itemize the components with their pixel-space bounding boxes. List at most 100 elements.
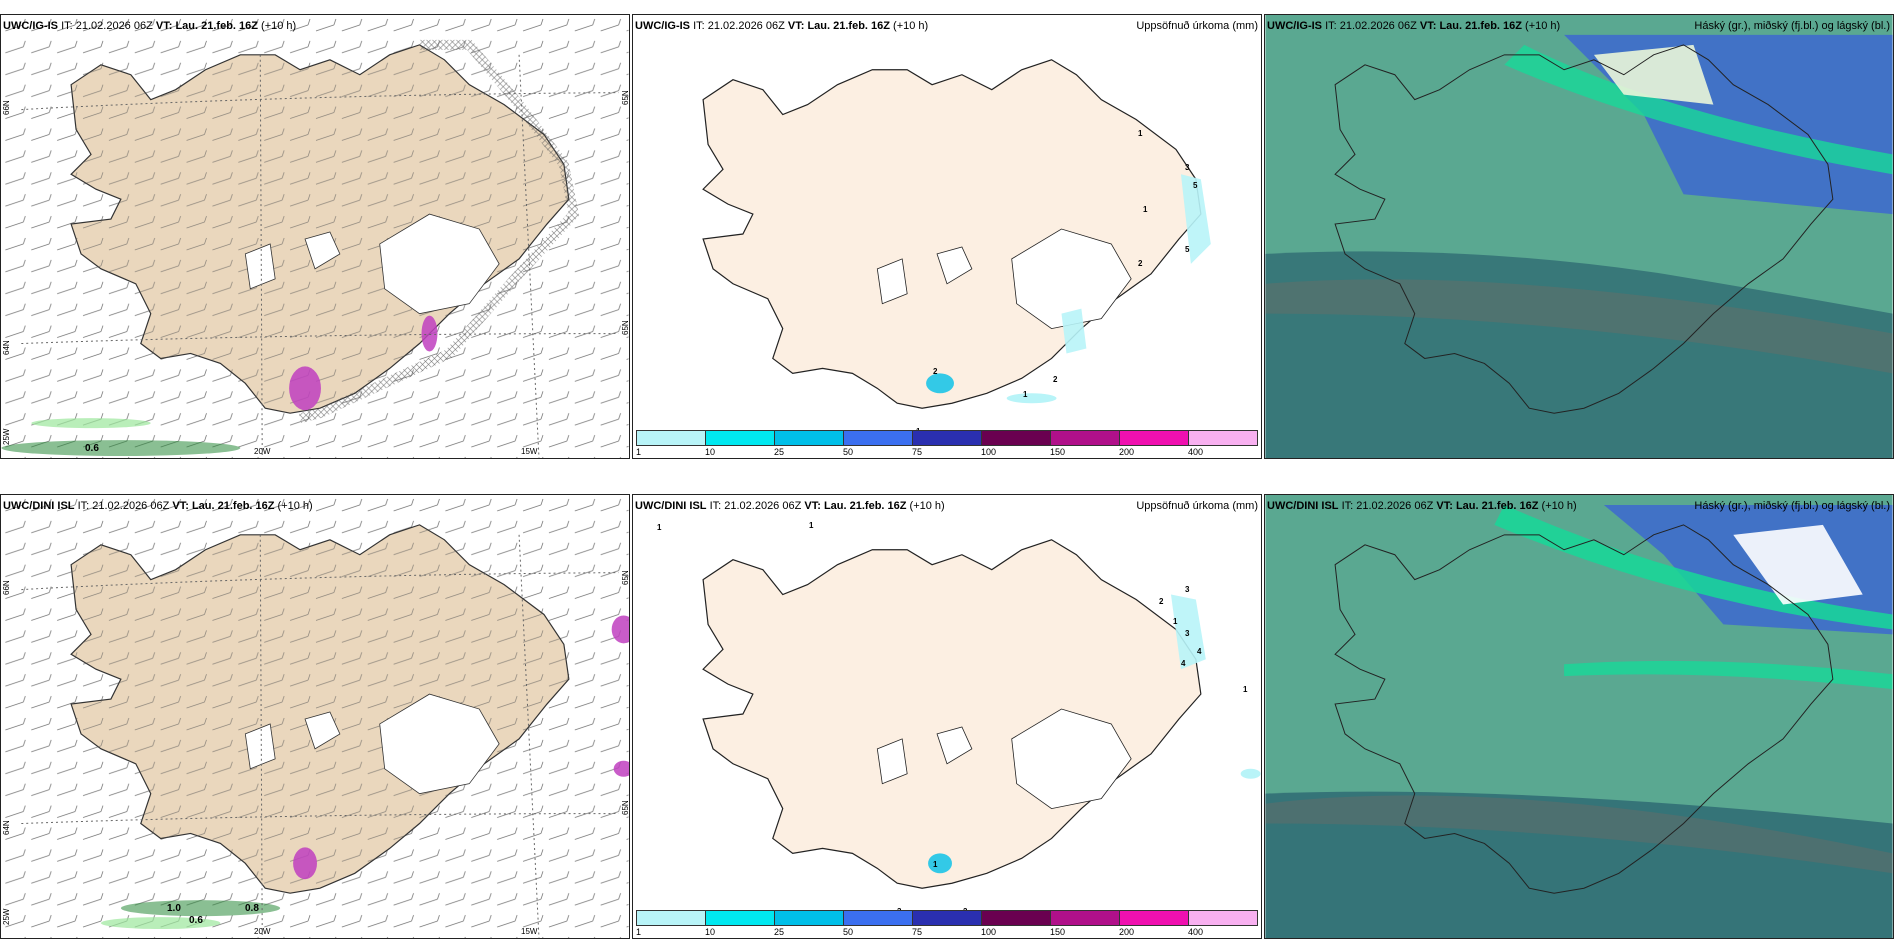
map-panel-dini-wind: UWC/DINI ISL IT: 21.02.2026 06Z VT: Lau.… [0,494,630,939]
model-name: UWC/DINI ISL [635,500,707,512]
lon-label: 20W [254,927,271,936]
lead-time: (+10 h) [261,20,297,32]
colorbar-swatch [843,910,913,926]
colorbar-swatch [1050,910,1120,926]
colorbar-swatch [636,430,706,446]
precip-label: 2 [933,367,938,376]
colorbar-swatch [981,910,1051,926]
panel-header: UWC/IG-IS IT: 21.02.2026 06Z VT: Lau. 21… [1265,15,1893,37]
colorbar-swatch [774,430,844,446]
vt-label: VT: [804,500,821,512]
lat-label: 25W [2,428,11,445]
precip-label: 1 [1143,205,1148,214]
colorbar-label: 10 [705,927,716,937]
precip-label: 4 [1197,647,1202,656]
valid-time: Lau. 21.feb. 16Z [1455,500,1539,512]
valid-time: Lau. 21.feb. 16Z [1439,20,1522,32]
precip-label: 1 [1243,685,1248,694]
lat-label: 65N [621,800,630,815]
it-label: IT: [1325,20,1337,32]
lat-label: 66N [2,100,11,115]
colorbar-swatch [912,910,982,926]
model-name: UWC/IG-IS [1267,20,1322,32]
precip-label: 2 [1053,375,1058,384]
colorbar-label: 10 [705,447,716,457]
panel-header: UWC/IG-IS IT: 21.02.2026 06Z VT: Lau. 21… [1,15,629,37]
colorbar-label: 75 [912,447,923,457]
it-label: IT: [61,20,73,32]
colorbar-label: 150 [1050,447,1066,457]
valid-time: Lau. 21.feb. 16Z [807,20,890,32]
colorbar-label: 200 [1119,447,1135,457]
colorbar-label: 25 [774,927,785,937]
wind-map [1,495,629,938]
init-time: 21.02.2026 06Z [1356,500,1434,512]
map-panel-igis-precip: UWC/IG-IS IT: 21.02.2026 06Z VT: Lau. 21… [632,14,1262,459]
lat-label: 64N [2,340,11,355]
contour-label: 1.0 [167,903,181,914]
valid-time: Lau. 21.feb. 16Z [823,500,907,512]
cloud-map [1265,495,1893,938]
colorbar-label: 100 [981,927,997,937]
precip-label: 1 [933,860,938,869]
contour-label: 0.6 [85,443,99,454]
field-title: Uppsöfnuð úrkoma (mm) [1136,20,1258,32]
vt-label: VT: [787,20,805,32]
lead-time: (+10 h) [1541,500,1577,512]
vt-label: VT: [1419,20,1437,32]
colorbar-swatch [705,910,775,926]
field-title: Uppsöfnuð úrkoma (mm) [1136,500,1258,512]
vt-label: VT: [1436,500,1453,512]
it-label: IT: [709,500,722,512]
lon-label: 15W [521,447,538,456]
map-panel-igis-clouds: UWC/IG-IS IT: 21.02.2026 06Z VT: Lau. 21… [1264,14,1894,459]
init-time: 21.02.2026 06Z [92,500,170,512]
lead-time: (+10 h) [1525,20,1561,32]
panel-header: UWC/DINI ISL IT: 21.02.2026 06Z VT: Lau.… [633,495,1261,517]
precip-label: 3 [1185,163,1190,172]
lat-label: 64N [2,820,11,835]
precip-label: 1 [1173,617,1178,626]
precip-map [702,539,1261,889]
map-panel-igis-wind: UWC/IG-IS IT: 21.02.2026 06Z VT: Lau. 21… [0,14,630,459]
precip-label: 4 [1181,659,1186,668]
colorbar-label: 1 [636,447,642,457]
panel-header: UWC/DINI ISL IT: 21.02.2026 06Z VT: Lau.… [1265,495,1893,517]
map-panel-dini-precip: UWC/DINI ISL IT: 21.02.2026 06Z VT: Lau.… [632,494,1262,939]
colorbar-swatch [1188,910,1258,926]
colorbar-label: 400 [1188,447,1204,457]
colorbar-label: 400 [1188,927,1204,937]
lat-label: 65N [621,90,630,105]
model-name: UWC/IG-IS [635,20,690,32]
colorbar: 1 10 25 50 75 100 150 200 400 [636,910,1258,937]
precip-label: 5 [1185,245,1190,254]
it-label: IT: [1341,500,1354,512]
colorbar-swatch [1188,430,1258,446]
init-time: 21.02.2026 06Z [1339,20,1417,32]
vt-label: VT: [172,500,189,512]
colorbar-label: 75 [912,927,923,937]
precip-label: 1 [809,521,814,530]
precip-label: 5 [1193,181,1198,190]
lat-label: 25W [2,908,11,925]
vt-label: VT: [155,20,173,32]
panel-header: UWC/DINI ISL IT: 21.02.2026 06Z VT: Lau.… [1,495,629,517]
model-name: UWC/IG-IS [3,20,58,32]
colorbar-swatch [705,430,775,446]
init-time: 21.02.2026 06Z [724,500,802,512]
colorbar-swatch [843,430,913,446]
colorbar-label: 150 [1050,927,1066,937]
lat-label: 65N [621,320,630,335]
valid-time: Lau. 21.feb. 16Z [191,500,275,512]
colorbar-swatch [636,910,706,926]
colorbar-swatch [1119,430,1189,446]
colorbar-swatch [774,910,844,926]
lead-time: (+10 h) [893,20,929,32]
precip-label: 1 [1023,390,1028,399]
lon-label: 20W [254,447,271,456]
colorbar-swatch [1050,430,1120,446]
precip-label: 1 [1138,129,1143,138]
lead-time: (+10 h) [909,500,945,512]
colorbar-label: 200 [1119,927,1135,937]
colorbar-label: 100 [981,447,997,457]
